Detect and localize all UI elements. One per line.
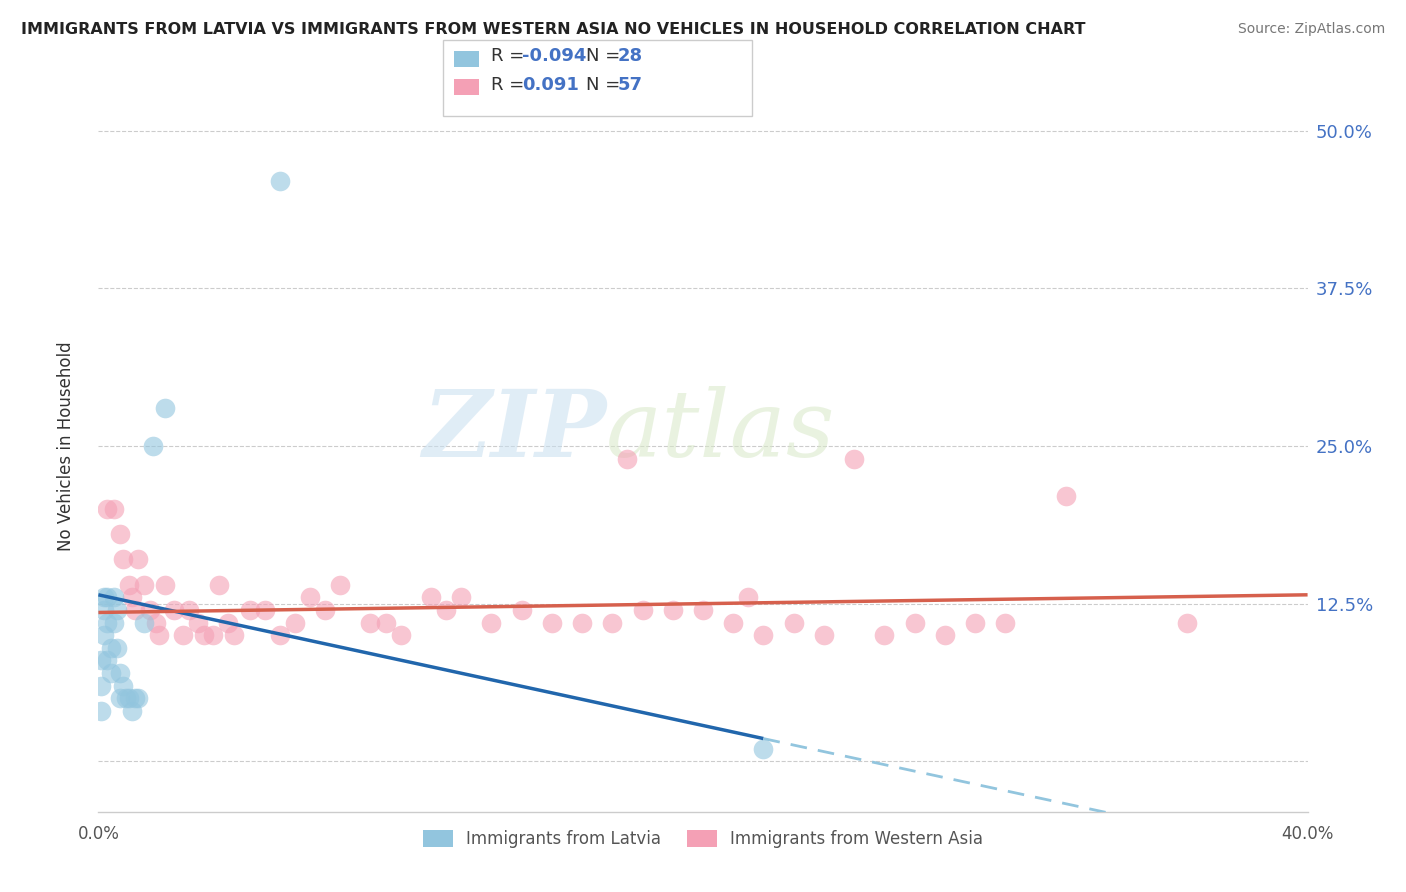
Point — [284, 615, 307, 630]
Text: 28: 28 — [617, 47, 643, 65]
Point — [118, 691, 141, 706]
Point — [904, 615, 927, 630]
Point — [253, 603, 276, 617]
Point — [813, 628, 835, 642]
Point — [314, 603, 336, 617]
Text: ZIP: ZIP — [422, 386, 606, 476]
Point — [93, 628, 115, 642]
Text: 0.091: 0.091 — [522, 76, 578, 94]
Point — [783, 615, 806, 630]
Point — [844, 451, 866, 466]
Point — [132, 615, 155, 630]
Point — [111, 552, 134, 566]
Point — [187, 615, 209, 630]
Point — [100, 640, 122, 655]
Point — [994, 615, 1017, 630]
Point — [179, 603, 201, 617]
Point — [269, 628, 291, 642]
Text: 57: 57 — [617, 76, 643, 94]
Point — [631, 603, 654, 617]
Point — [96, 615, 118, 630]
Point — [103, 615, 125, 630]
Point — [100, 665, 122, 680]
Point — [90, 679, 112, 693]
Point — [127, 691, 149, 706]
Point — [121, 591, 143, 605]
Text: N =: N = — [586, 76, 626, 94]
Point — [96, 591, 118, 605]
Point — [108, 665, 131, 680]
Text: N =: N = — [586, 47, 626, 65]
Point — [139, 603, 162, 617]
Point — [873, 628, 896, 642]
Point — [239, 603, 262, 617]
Point — [93, 603, 115, 617]
Point — [118, 578, 141, 592]
Point — [145, 615, 167, 630]
Point — [737, 591, 759, 605]
Point — [389, 628, 412, 642]
Point — [103, 591, 125, 605]
Point — [96, 653, 118, 667]
Point — [692, 603, 714, 617]
Point — [434, 603, 457, 617]
Text: Source: ZipAtlas.com: Source: ZipAtlas.com — [1237, 22, 1385, 37]
Point — [299, 591, 322, 605]
Point — [602, 615, 624, 630]
Point — [723, 615, 745, 630]
Point — [420, 591, 443, 605]
Point — [224, 628, 246, 642]
Point — [93, 591, 115, 605]
Point — [108, 527, 131, 541]
Point — [172, 628, 194, 642]
Point — [96, 502, 118, 516]
Point — [153, 401, 176, 416]
Point — [1175, 615, 1198, 630]
Point — [148, 628, 170, 642]
Text: IMMIGRANTS FROM LATVIA VS IMMIGRANTS FROM WESTERN ASIA NO VEHICLES IN HOUSEHOLD : IMMIGRANTS FROM LATVIA VS IMMIGRANTS FRO… — [21, 22, 1085, 37]
Point — [269, 174, 291, 188]
Text: -0.094: -0.094 — [522, 47, 586, 65]
Point — [132, 578, 155, 592]
Point — [90, 704, 112, 718]
Point — [934, 628, 956, 642]
Point — [329, 578, 352, 592]
Y-axis label: No Vehicles in Household: No Vehicles in Household — [56, 341, 75, 551]
Text: R =: R = — [491, 47, 530, 65]
Text: atlas: atlas — [606, 386, 835, 476]
Point — [163, 603, 186, 617]
Point — [103, 502, 125, 516]
Point — [752, 628, 775, 642]
Point — [124, 691, 146, 706]
Point — [965, 615, 987, 630]
Point — [616, 451, 638, 466]
Point — [108, 691, 131, 706]
Point — [752, 741, 775, 756]
Point — [208, 578, 231, 592]
Point — [450, 591, 472, 605]
Point — [374, 615, 396, 630]
Point — [90, 653, 112, 667]
Point — [217, 615, 239, 630]
Point — [571, 615, 593, 630]
Point — [124, 603, 146, 617]
Point — [127, 552, 149, 566]
Point — [510, 603, 533, 617]
Legend: Immigrants from Latvia, Immigrants from Western Asia: Immigrants from Latvia, Immigrants from … — [416, 823, 990, 855]
Point — [105, 603, 128, 617]
Point — [540, 615, 562, 630]
Point — [1054, 490, 1077, 504]
Point — [121, 704, 143, 718]
Point — [153, 578, 176, 592]
Point — [193, 628, 215, 642]
Point — [360, 615, 382, 630]
Point — [202, 628, 225, 642]
Point — [105, 640, 128, 655]
Point — [661, 603, 683, 617]
Point — [111, 679, 134, 693]
Point — [142, 439, 165, 453]
Point — [114, 691, 136, 706]
Point — [481, 615, 503, 630]
Text: R =: R = — [491, 76, 536, 94]
